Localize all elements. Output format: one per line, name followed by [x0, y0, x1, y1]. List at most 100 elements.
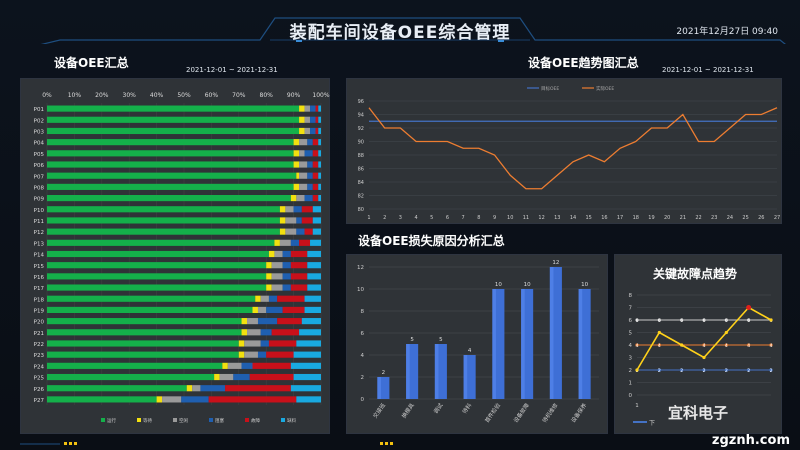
x-tick-label: 待机维修: [540, 401, 559, 424]
bar-segment: [274, 250, 283, 258]
y-tick-label: P15: [34, 264, 45, 270]
y-tick-label: 8: [361, 309, 365, 315]
y-tick-label: 90: [358, 140, 364, 146]
fault-trend-panel: 关键故障点趋势 0123456781666666644444442222222下: [614, 254, 782, 434]
bar-segment: [285, 217, 297, 224]
bar-segment: [307, 262, 321, 269]
bar-segment: [257, 351, 267, 358]
legend-label: 阻塞: [215, 417, 224, 424]
x-tick-label: 17: [617, 215, 623, 221]
x-tick-label: 待料: [460, 401, 473, 415]
bar-segment: [296, 172, 300, 179]
loss-analysis-title: 设备OEE损失原因分析汇总: [358, 234, 505, 248]
x-tick-label: 换模具: [400, 401, 416, 420]
y-tick-label: 6: [629, 318, 633, 324]
y-tick-label: 0: [629, 393, 633, 399]
series-point: [747, 318, 751, 322]
bar-segment: [47, 206, 280, 213]
bar-segment: [293, 351, 321, 358]
bar-segment: [249, 373, 294, 381]
x-tick-label: 2: [383, 215, 386, 221]
bar-segment: [299, 105, 305, 112]
bar-segment: [318, 172, 321, 179]
bar-segment: [312, 139, 319, 146]
x-tick-label: 调试: [432, 401, 445, 415]
data-label: 4: [658, 343, 661, 349]
series-point: [680, 368, 684, 372]
x-tick-label: 10%: [68, 92, 82, 99]
bar-segment: [296, 217, 302, 224]
bar-segment: [238, 340, 245, 347]
oee-trend-title: 设备OEE趋势图汇总: [528, 56, 639, 70]
series-point: [657, 330, 661, 335]
bar-segment: [47, 239, 275, 246]
bar-segment: [268, 250, 275, 258]
bar-segment: [260, 329, 272, 336]
bar-segment: [238, 351, 245, 358]
bar-segment: [293, 161, 300, 168]
bar-segment: [252, 306, 258, 314]
bar-segment: [47, 284, 267, 291]
data-label: 6: [680, 318, 683, 324]
x-tick-label: 设备保养: [569, 401, 588, 424]
bar-segment: [299, 161, 308, 168]
series-point: [635, 368, 639, 372]
data-label: 4: [725, 343, 728, 349]
bar-segment: [219, 373, 234, 381]
bar-segment: [290, 262, 308, 269]
bar-segment: [257, 318, 278, 325]
bar-segment: [260, 295, 269, 302]
x-tick-label: 22: [695, 215, 701, 221]
series-point: [724, 368, 728, 372]
x-tick-label: 6: [446, 215, 449, 221]
bar-highlight: [521, 289, 525, 399]
y-tick-label: 8: [629, 293, 633, 299]
data-label: 6: [658, 318, 661, 324]
bar-segment: [307, 172, 313, 179]
bar-segment: [310, 105, 316, 112]
bar-segment: [299, 172, 308, 179]
bar-segment: [192, 385, 201, 392]
x-tick-label: 交接班: [371, 401, 387, 420]
watermark-brand: 宜科电子: [668, 404, 729, 422]
bar-segment: [293, 150, 300, 157]
bar-segment: [318, 127, 321, 135]
legend-label: 故障: [251, 417, 260, 424]
bar-segment: [47, 228, 280, 235]
series-point: [635, 343, 639, 347]
bar-segment: [277, 295, 305, 302]
bar-segment: [47, 172, 297, 179]
bar-segment: [279, 239, 291, 246]
x-tick-label: 80%: [260, 92, 274, 99]
y-tick-label: P07: [34, 174, 45, 180]
y-tick-label: P01: [34, 107, 44, 113]
bar-segment: [301, 206, 313, 213]
legend-swatch: [245, 418, 249, 422]
bar-segment: [312, 206, 321, 213]
bar-segment: [290, 194, 297, 202]
bar-segment: [290, 273, 308, 280]
bar-segment: [299, 139, 308, 146]
data-label: 6: [703, 318, 706, 324]
bar-segment: [279, 228, 286, 235]
y-tick-label: 12: [357, 265, 364, 271]
bar-segment: [268, 295, 278, 302]
y-tick-label: 5: [629, 331, 633, 337]
y-tick-label: P14: [34, 253, 45, 259]
bar-segment: [310, 116, 316, 123]
bar-segment: [233, 373, 250, 381]
bar-segment: [299, 150, 305, 157]
bar-segment: [162, 396, 182, 403]
x-tick-label: 5: [430, 215, 433, 221]
series-point: [747, 368, 751, 372]
bar-segment: [255, 295, 261, 302]
data-label: 10: [495, 282, 502, 288]
bar-segment: [47, 396, 157, 403]
y-tick-label: 84: [358, 180, 364, 186]
bar-segment: [293, 373, 321, 381]
series-point: [702, 368, 706, 372]
series-point: [702, 318, 706, 322]
loss-analysis-panel: 0 2 4 6 8 10 12 2 交接班 5 换模具 5 调试 4 待料 10 首件检验 10 设备故障 12 待机维…: [346, 254, 608, 434]
bar-segment: [47, 127, 300, 135]
